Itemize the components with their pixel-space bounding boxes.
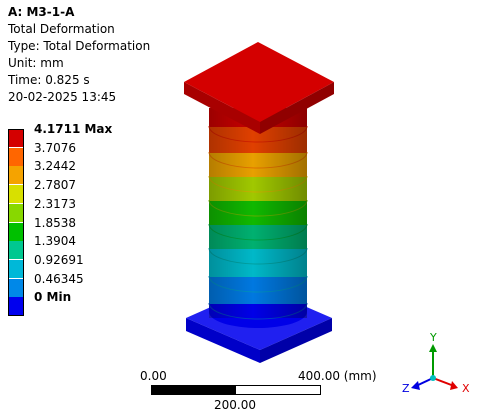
result-name: Total Deformation [8, 22, 115, 36]
legend-swatch [8, 278, 24, 297]
column [208, 108, 308, 328]
legend-label: 0.46345 [34, 271, 84, 286]
legend-label: 4.1711 Max [34, 122, 113, 136]
legend-swatch [8, 203, 24, 222]
legend-label: 0.92691 [34, 252, 84, 267]
scale-mid-label: 200.00 [214, 398, 256, 412]
legend-swatch [8, 185, 24, 204]
legend-swatch [8, 129, 24, 147]
scale-right-label: 400.00 (mm) [298, 369, 377, 383]
legend-swatch [8, 147, 24, 166]
legend-label: 2.7807 [34, 178, 76, 193]
legend-label: 1.8538 [34, 215, 76, 230]
legend-label: 0 Min [34, 290, 72, 305]
legend-label: 2.3173 [34, 196, 76, 211]
result-unit: Unit: mm [8, 56, 64, 70]
legend-color-bar [8, 129, 24, 316]
x-axis-line [432, 377, 455, 387]
x-axis-arrow-icon [450, 381, 458, 390]
result-info: A: M3-1-A Total Deformation Type: Total … [8, 4, 150, 106]
result-title: A: M3-1-A [8, 5, 75, 19]
legend-swatch [8, 166, 24, 185]
result-timestamp: 20-02-2025 13:45 [8, 90, 117, 104]
legend-label: 1.3904 [34, 234, 76, 249]
legend-swatch [8, 222, 24, 241]
contour-legend[interactable]: 4.1711 Max 3.7076 3.2442 2.7807 2.3173 1.8538… [8, 121, 148, 316]
scale-segment-white [235, 385, 321, 395]
scale-bar: 0.00 400.00 (mm) 200.00 [130, 366, 380, 416]
y-axis-arrow-icon [429, 344, 437, 352]
scale-left-label: 0.00 [140, 369, 167, 383]
legend-swatch [8, 297, 24, 316]
scale-segment-black [151, 385, 237, 395]
z-axis-label: Z [402, 382, 410, 395]
top-plate [184, 42, 334, 134]
legend-swatch [8, 259, 24, 278]
legend-swatch [8, 241, 24, 260]
x-axis-label: X [462, 382, 470, 395]
y-axis-label: Y [429, 331, 437, 344]
axis-triad[interactable]: Y X Z [396, 328, 476, 400]
legend-label: 3.2442 [34, 159, 76, 174]
triad-origin [430, 375, 436, 381]
z-axis-arrow-icon [411, 381, 420, 390]
legend-label: 3.7076 [34, 140, 76, 155]
result-time: Time: 0.825 s [8, 73, 90, 87]
result-type: Type: Total Deformation [8, 39, 151, 53]
z-axis-line [415, 377, 434, 387]
